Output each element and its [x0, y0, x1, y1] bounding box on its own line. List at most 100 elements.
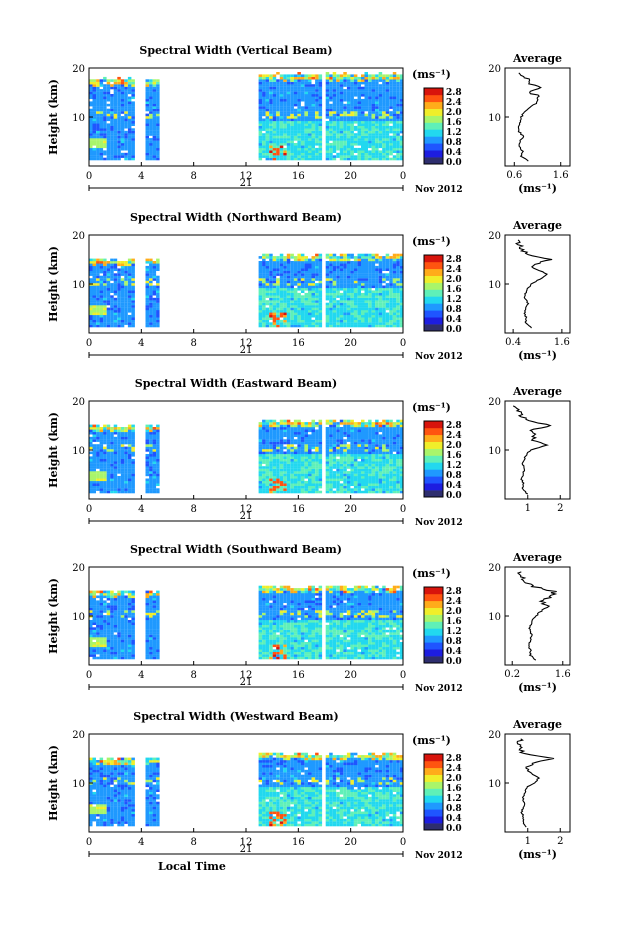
heatmap-cell [96, 111, 100, 114]
heatmap-cell [124, 479, 128, 482]
heatmap-cells [89, 254, 403, 328]
heatmap-cell [149, 300, 153, 303]
heatmap-cell [149, 461, 153, 464]
heatmap-cell [156, 295, 160, 298]
heatmap-cell [103, 143, 107, 146]
heatmap-cell [269, 315, 273, 318]
heatmap-cell [379, 74, 383, 77]
heatmap-cell [297, 264, 301, 267]
heatmap-cell [100, 138, 104, 141]
heatmap-cell [93, 286, 97, 289]
heatmap-cell [103, 87, 107, 90]
heatmap-cell [361, 153, 365, 156]
heatmap-cell [103, 469, 107, 472]
heatmap-cell [333, 158, 337, 161]
heatmap-cell [89, 481, 93, 484]
heatmap-cell [146, 295, 150, 298]
heatmap-cell [156, 432, 160, 435]
heatmap-cell [107, 444, 111, 447]
heatmap-cell [343, 320, 347, 323]
heatmap-cell [297, 268, 301, 271]
heatmap-cell [343, 486, 347, 489]
heatmap-cell [153, 128, 157, 131]
heatmap-cell [319, 79, 323, 82]
heatmap-cell [361, 459, 365, 462]
heatmap-cell [121, 119, 125, 122]
heatmap-cell [269, 138, 273, 141]
heatmap-cell [269, 131, 273, 134]
heatmap-cell [382, 123, 386, 126]
heatmap-cell [266, 278, 270, 281]
heatmap-cell [319, 123, 323, 126]
heatmap-cell [269, 82, 273, 85]
heatmap-cell [375, 77, 379, 80]
heatmap-cell [375, 138, 379, 141]
heatmap-cell [305, 459, 309, 462]
heatmap-cell [319, 454, 323, 457]
heatmap-cell [396, 92, 400, 95]
heatmap-cell [315, 461, 319, 464]
heatmap-cell [365, 427, 369, 430]
heatmap-cell [301, 313, 305, 316]
heatmap-cell [343, 449, 347, 452]
avg-y-tick-label: 10 [488, 113, 501, 124]
heatmap-cell [110, 288, 114, 291]
heatmap-cell [347, 452, 351, 455]
heatmap-cell [347, 278, 351, 281]
heatmap-cell [262, 141, 266, 144]
heatmap-cell [326, 313, 330, 316]
heatmap-cell [365, 320, 369, 323]
heatmap-cell [350, 479, 354, 482]
heatmap-cell [287, 315, 291, 318]
heatmap-cell [259, 325, 263, 328]
heatmap-cell [259, 447, 263, 450]
heatmap-cell [114, 278, 118, 281]
heatmap-cell [379, 133, 383, 136]
heatmap-cell [100, 452, 104, 455]
heatmap-cell [326, 464, 330, 467]
heatmap-cell [93, 305, 97, 308]
heatmap-cell [333, 432, 337, 435]
heatmap-cell [124, 121, 128, 124]
heatmap-cell [107, 315, 111, 318]
heatmap-cell [294, 121, 298, 124]
heatmap-cell [347, 116, 351, 119]
heatmap-cell [294, 259, 298, 262]
heatmap-cell [110, 106, 114, 109]
heatmap-cell [114, 486, 118, 489]
heatmap-cell [386, 256, 390, 259]
colorbar-tick-label: 1.2 [446, 128, 462, 138]
heatmap-cell [368, 325, 372, 328]
heatmap-cell [375, 150, 379, 153]
heatmap-cell [266, 420, 270, 423]
heatmap-cell [326, 310, 330, 313]
heatmap-cell [276, 84, 280, 87]
heatmap-cell [294, 454, 298, 457]
heatmap-cell [128, 111, 131, 114]
heatmap-cell [308, 308, 312, 311]
heatmap-cell [276, 430, 280, 433]
heatmap-cell [128, 87, 131, 90]
heatmap-cell [96, 439, 100, 442]
heatmap-cell [107, 97, 111, 100]
heatmap-cell [350, 128, 354, 131]
heatmap-cell [100, 471, 104, 474]
x-tick-label: 4 [138, 171, 144, 182]
heatmap-cell [146, 109, 150, 112]
heatmap-cell [389, 99, 393, 102]
heatmap-cell [153, 276, 157, 279]
heatmap-cell [326, 444, 330, 447]
heatmap-cell [382, 290, 386, 293]
heatmap-cell [343, 308, 347, 311]
heatmap-cell [372, 259, 376, 262]
heatmap-cell [96, 148, 100, 151]
heatmap-cell [372, 281, 376, 284]
heatmap-cell [358, 97, 362, 100]
heatmap-cell [294, 313, 298, 316]
heatmap-cell [329, 266, 333, 269]
heatmap-cell [312, 486, 316, 489]
heatmap-cell [389, 256, 393, 259]
heatmap-cell [93, 281, 97, 284]
heatmap-cell [396, 119, 400, 122]
heatmap-cell [259, 481, 263, 484]
